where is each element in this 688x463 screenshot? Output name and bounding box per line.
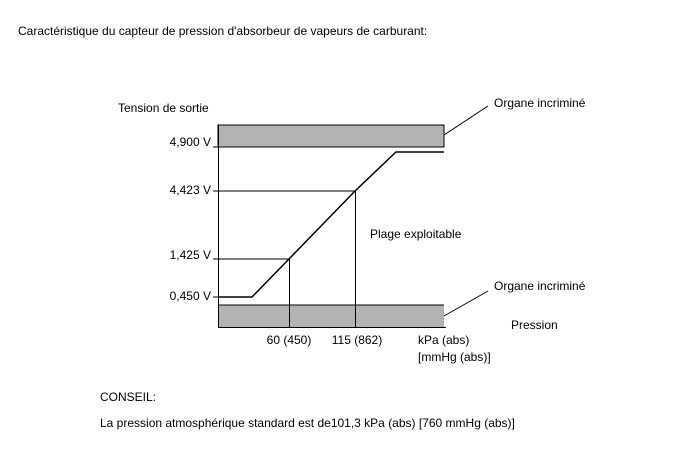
fault-band-top: [217, 124, 445, 148]
y-label: 4,900 V: [170, 135, 211, 149]
range-label: Plage exploitable: [370, 227, 462, 241]
x-unit: [mmHg (abs)]: [418, 350, 491, 364]
x-label: 115 (862): [332, 333, 382, 347]
y-label: 0,450 V: [170, 289, 211, 303]
leader-line: [443, 105, 489, 136]
leader-line: [443, 290, 489, 317]
x-label: 60 (450): [267, 333, 312, 347]
title: Caractéristique du capteur de pression d…: [18, 24, 428, 38]
fault-label: Organe incriminé: [494, 96, 586, 110]
x-axis-label: Pression: [511, 318, 558, 332]
characteristic-curve: [218, 151, 444, 298]
y-axis-label: Tension de sortie: [118, 101, 209, 115]
y-label: 4,423 V: [170, 183, 211, 197]
y-label: 1,425 V: [170, 248, 211, 262]
note-text: La pression atmosphérique standard est d…: [100, 416, 515, 430]
note-heading: CONSEIL:: [100, 390, 157, 404]
x-unit: kPa (abs): [418, 333, 469, 347]
fault-band-bottom: [218, 305, 444, 327]
fault-label: Organe incriminé: [494, 279, 586, 293]
